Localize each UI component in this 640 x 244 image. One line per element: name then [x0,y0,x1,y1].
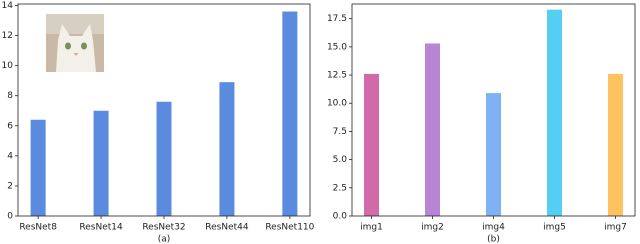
bar [486,93,501,216]
y-tick-label: 0 [7,212,13,222]
y-tick-label: 10 [2,61,14,71]
axes-frame [17,3,311,217]
bar [282,11,298,216]
x-axis-label: (b) [487,235,500,244]
y-tick-label: 4 [7,151,13,161]
y-tick-label: 2.5 [333,183,347,193]
x-tick-label: img4 [482,223,505,233]
y-tick-label: 8 [7,91,13,101]
bar [156,101,172,216]
bar [30,119,46,216]
axes-frame [351,3,636,217]
x-tick-label: ResNet8 [19,223,57,233]
y-tick-label: 7.5 [333,127,347,137]
y-tick-label: 17.5 [327,14,347,24]
bar [364,73,380,217]
x-tick-label: img5 [543,223,566,233]
x-tick-label: img1 [360,223,383,233]
y-tick-label: 14 [2,1,14,11]
bar [546,9,562,216]
x-tick-label: ResNet14 [79,223,123,233]
bar [219,82,235,217]
y-tick-label: 12 [2,31,13,41]
bar [607,73,623,217]
x-tick-label: img7 [604,223,627,233]
bar [93,110,109,216]
y-tick-label: 0.0 [333,212,348,222]
x-axis-label: (a) [158,235,171,244]
y-tick-label: 2 [7,181,13,191]
x-tick-label: ResNet110 [265,223,314,233]
y-tick-label: 15.0 [327,42,347,52]
y-tick-label: 5.0 [333,155,348,165]
y-tick-label: 10.0 [327,99,347,109]
x-tick-label: img2 [421,223,444,233]
x-tick-label: ResNet44 [205,223,249,233]
y-tick-label: 6 [7,121,13,131]
y-tick-label: 12.5 [327,71,347,81]
bar [425,43,441,217]
cat-image [46,14,104,72]
x-tick-label: ResNet32 [142,223,185,233]
